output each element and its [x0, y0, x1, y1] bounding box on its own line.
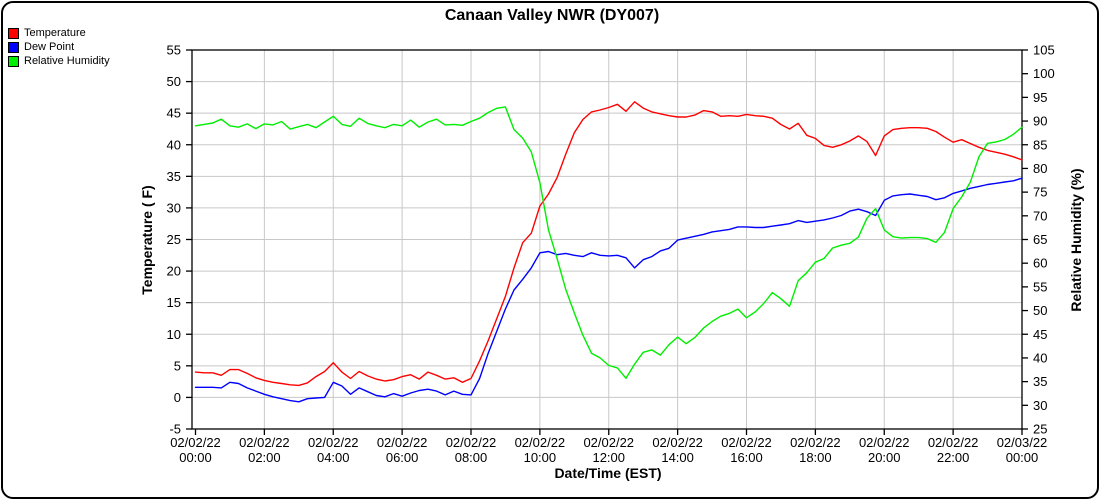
x-axis-tick-date: 02/02/22 — [583, 435, 634, 450]
x-axis-tick-date: 02/02/22 — [652, 435, 703, 450]
right-axis-tick-label: 90 — [1033, 114, 1047, 129]
x-axis-tick-time: 00:00 — [1006, 450, 1039, 465]
legend-item-temperature: Temperature — [8, 27, 110, 40]
legend: Temperature Dew Point Relative Humidity — [8, 27, 110, 69]
temperature-swatch — [8, 28, 19, 39]
series-line-dew-point — [194, 177, 1023, 403]
x-axis-tick-date: 02/02/22 — [446, 435, 497, 450]
legend-label: Dew Point — [24, 41, 75, 53]
right-axis-tick-label: 75 — [1033, 185, 1047, 200]
right-axis-tick-label: 50 — [1033, 303, 1047, 318]
dew-point-swatch — [8, 42, 19, 53]
relative-humidity-swatch — [8, 56, 19, 67]
right-axis-tick-label: 95 — [1033, 90, 1047, 105]
left-axis-tick-label: 15 — [167, 295, 181, 310]
x-axis-tick-time: 04:00 — [317, 450, 350, 465]
x-axis-tick-date: 02/02/22 — [515, 435, 566, 450]
left-axis-tick-label: 30 — [167, 200, 181, 215]
left-axis-tick-label: -5 — [169, 422, 181, 437]
chart-title: Canaan Valley NWR (DY007) — [445, 7, 659, 24]
axes: -5 0 5 10 15 20 25 30 35 40 45 50 55 25 30 35 40 45 50 55 60… — [167, 43, 1055, 466]
right-axis-tick-label: 55 — [1033, 279, 1047, 294]
right-axis-tick-label: 80 — [1033, 161, 1047, 176]
x-axis-tick-time: 06:00 — [386, 450, 419, 465]
legend-item-relative-humidity: Relative Humidity — [8, 55, 110, 68]
left-axis-tick-label: 20 — [167, 264, 181, 279]
x-axis-tick-date: 02/02/22 — [790, 435, 841, 450]
left-axis-tick-label: 50 — [167, 74, 181, 89]
x-axis-tick-date: 02/02/22 — [239, 435, 290, 450]
left-axis-tick-label: 10 — [167, 327, 181, 342]
right-axis-tick-label: 25 — [1033, 422, 1047, 437]
left-axis-tick-label: 45 — [167, 106, 181, 121]
right-axis-tick-label: 70 — [1033, 208, 1047, 223]
right-axis-tick-label: 105 — [1033, 43, 1055, 58]
right-axis-tick-label: 30 — [1033, 398, 1047, 413]
x-axis-tick-time: 12:00 — [592, 450, 625, 465]
legend-item-dew-point: Dew Point — [8, 41, 110, 54]
x-axis-tick-time: 18:00 — [799, 450, 832, 465]
x-axis-tick-time: 10:00 — [524, 450, 557, 465]
x-axis-tick-date: 02/02/22 — [308, 435, 359, 450]
x-axis-tick-date: 02/02/22 — [170, 435, 221, 450]
right-axis-tick-label: 40 — [1033, 350, 1047, 365]
left-axis-tick-label: 35 — [167, 169, 181, 184]
right-axis-tick-label: 45 — [1033, 327, 1047, 342]
x-axis-tick-time: 02:00 — [248, 450, 281, 465]
x-axis-tick-time: 20:00 — [868, 450, 901, 465]
right-axis-title: Relative Humidity (%) — [1068, 168, 1084, 311]
x-axis-tick-date: 02/02/22 — [377, 435, 428, 450]
series-line-temperature — [194, 101, 1023, 387]
x-axis-tick-date: 02/03/22 — [997, 435, 1048, 450]
left-axis-tick-label: 25 — [167, 232, 181, 247]
x-axis-tick-time: 14:00 — [661, 450, 694, 465]
right-axis-tick-label: 65 — [1033, 232, 1047, 247]
left-axis-tick-label: 55 — [167, 43, 181, 58]
legend-label: Temperature — [24, 27, 86, 39]
right-axis-tick-label: 35 — [1033, 374, 1047, 389]
right-axis-tick-label: 60 — [1033, 256, 1047, 271]
left-axis-tick-label: 5 — [174, 358, 181, 373]
x-axis-title: Date/Time (EST) — [554, 465, 661, 481]
left-axis-tick-label: 0 — [174, 390, 181, 405]
legend-label: Relative Humidity — [24, 55, 110, 67]
left-axis-title: Temperature ( F) — [139, 185, 155, 294]
x-axis-tick-date: 02/02/22 — [928, 435, 979, 450]
x-axis-tick-time: 00:00 — [179, 450, 212, 465]
series-line-relative-humidity — [194, 106, 1023, 379]
x-axis-tick-date: 02/02/22 — [859, 435, 910, 450]
left-axis-tick-label: 40 — [167, 137, 181, 152]
x-axis-tick-date: 02/02/22 — [721, 435, 772, 450]
x-axis-tick-time: 08:00 — [455, 450, 488, 465]
x-axis-tick-time: 16:00 — [730, 450, 763, 465]
gridlines — [192, 50, 1022, 429]
series-lines — [194, 101, 1023, 403]
right-axis-tick-label: 100 — [1033, 66, 1055, 81]
right-axis-tick-label: 85 — [1033, 137, 1047, 152]
x-axis-tick-time: 22:00 — [937, 450, 970, 465]
